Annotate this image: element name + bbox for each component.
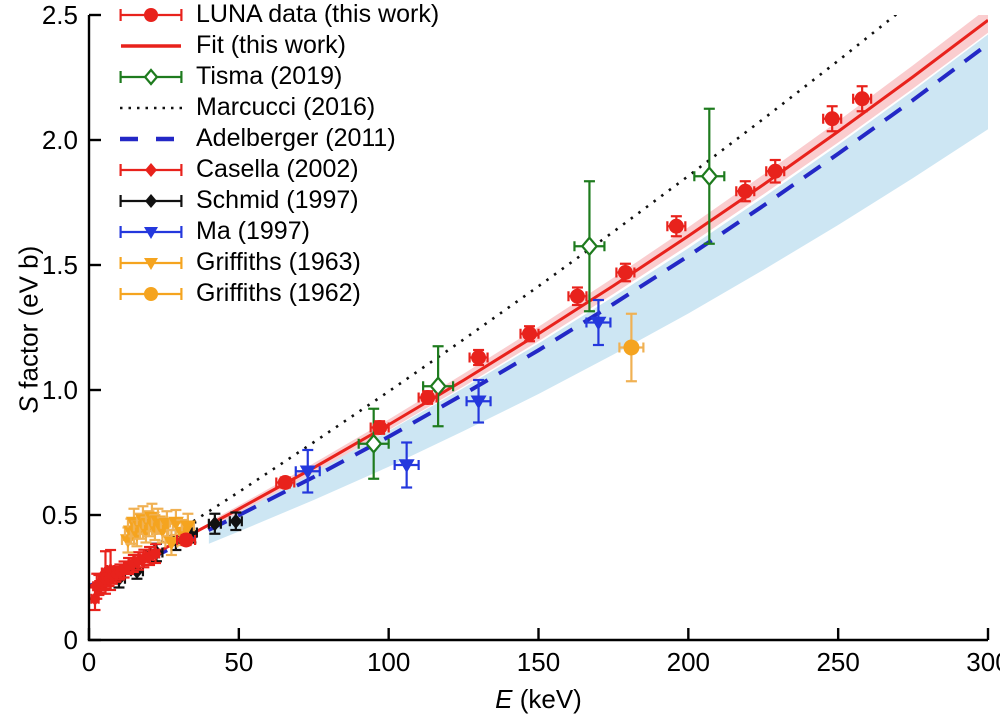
- x-axis-label: E (keV): [89, 684, 988, 715]
- y-axis-label-symbol: S: [13, 395, 44, 414]
- x-axis-label-symbol: E: [495, 684, 513, 714]
- y-tick-label: 1.5: [42, 250, 78, 280]
- x-tick-label: 300: [966, 647, 1000, 677]
- line-marcucci: [89, 15, 898, 589]
- x-tick-label: 150: [517, 647, 560, 677]
- band-fit-uncertainty: [208, 15, 988, 529]
- x-tick-label: 0: [82, 647, 96, 677]
- y-axis-label-unit: factor (eV b): [13, 245, 44, 396]
- axes: 0 50 100 150 200 250 300 0 0.5 1.0 1.5 2.0 2.5: [42, 0, 1000, 677]
- plot-area: [89, 15, 988, 612]
- y-tick-label: 0.5: [42, 500, 78, 530]
- y-tick-label: 1.0: [42, 375, 78, 405]
- x-tick-label: 50: [224, 647, 253, 677]
- series-casella: [89, 542, 162, 612]
- y-tick-label: 2.5: [42, 0, 78, 30]
- series-ma: [294, 298, 612, 494]
- x-tick-label: 200: [667, 647, 710, 677]
- y-tick-label: 0: [64, 625, 78, 655]
- line-adelberger: [89, 42, 988, 589]
- x-tick-label: 100: [367, 647, 410, 677]
- y-tick-label: 2.0: [42, 125, 78, 155]
- x-axis-label-unit: (keV): [512, 684, 582, 714]
- y-axis-label: S factor (eV b): [14, 150, 45, 510]
- series-tisma: [357, 107, 726, 480]
- line-fit: [89, 19, 988, 588]
- x-tick-label: 250: [816, 647, 859, 677]
- series-griffiths62: [618, 312, 645, 383]
- series-luna: [176, 85, 873, 548]
- band-adelberger-uncertainty: [208, 34, 988, 544]
